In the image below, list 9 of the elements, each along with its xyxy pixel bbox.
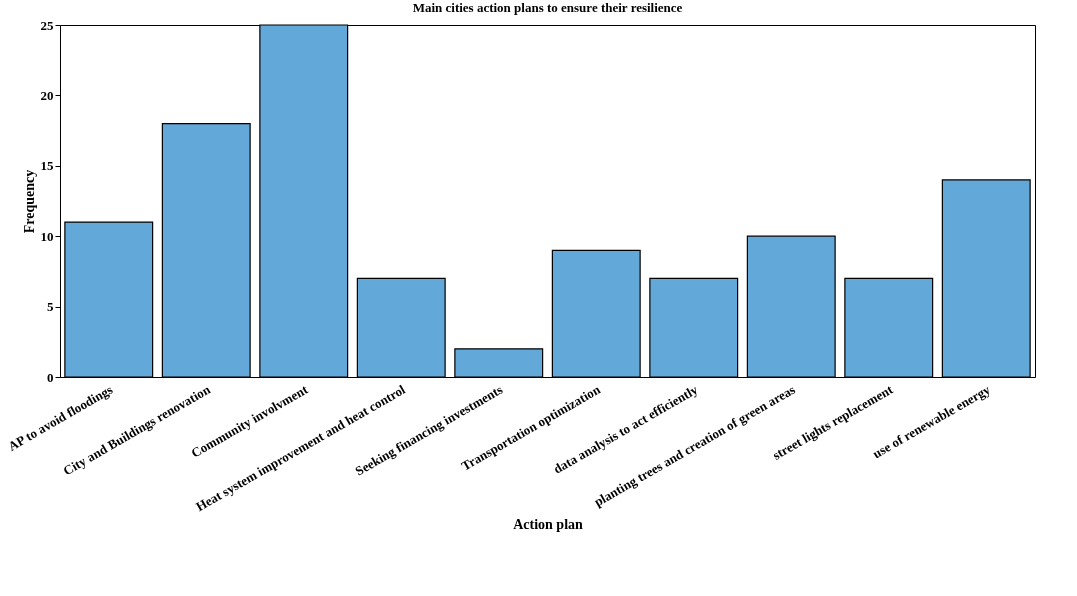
- y-tick-label: 10: [40, 228, 54, 244]
- y-tick-label: 5: [47, 299, 54, 315]
- y-tick-label: 25: [40, 17, 54, 33]
- x-axis-title: Action plan: [513, 517, 584, 533]
- y-tick-label: 20: [40, 87, 54, 103]
- chart-title: Main cities action plans to ensure their resilience: [412, 0, 683, 15]
- y-tick-label: 0: [47, 369, 54, 385]
- y-tick-label: 15: [40, 158, 54, 174]
- y-axis-title: Frequency: [21, 169, 37, 234]
